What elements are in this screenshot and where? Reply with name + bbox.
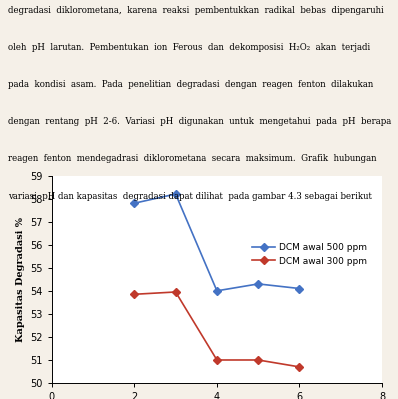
DCM awal 300 ppm	[173, 290, 178, 294]
DCM awal 500 ppm	[132, 201, 137, 205]
Text: pada  kondisi  asam.  Pada  penelitian  degradasi  dengan  reagen  fenton  dilak: pada kondisi asam. Pada penelitian degra…	[8, 80, 373, 89]
Legend: DCM awal 500 ppm, DCM awal 300 ppm: DCM awal 500 ppm, DCM awal 300 ppm	[249, 239, 371, 269]
Text: variasi  pH dan kapasitas  degradasi dapat dilihat  pada gambar 4.3 sebagai beri: variasi pH dan kapasitas degradasi dapat…	[8, 192, 372, 201]
Line: DCM awal 500 ppm: DCM awal 500 ppm	[132, 191, 302, 294]
DCM awal 300 ppm	[215, 358, 219, 362]
DCM awal 300 ppm	[132, 292, 137, 297]
Text: degradasi  diklorometana,  karena  reaksi  pembentukkan  radikal  bebas  dipenga: degradasi diklorometana, karena reaksi p…	[8, 6, 384, 15]
DCM awal 500 ppm	[215, 288, 219, 293]
DCM awal 300 ppm	[297, 365, 302, 369]
Y-axis label: Kapasitas Degradasi %: Kapasitas Degradasi %	[16, 217, 25, 342]
DCM awal 500 ppm	[173, 192, 178, 196]
Text: oleh  pH  larutan.  Pembentukan  ion  Ferous  dan  dekomposisi  H₂O₂  akan  terj: oleh pH larutan. Pembentukan ion Ferous …	[8, 43, 370, 52]
DCM awal 500 ppm	[256, 282, 261, 286]
Line: DCM awal 300 ppm: DCM awal 300 ppm	[132, 289, 302, 370]
Text: reagen  fenton  mendegadrasi  diklorometana  secara  maksimum.  Grafik  hubungan: reagen fenton mendegadrasi diklorometana…	[8, 154, 377, 164]
DCM awal 300 ppm	[256, 358, 261, 362]
DCM awal 500 ppm	[297, 286, 302, 291]
Text: dengan  rentang  pH  2-6.  Variasi  pH  digunakan  untuk  mengetahui  pada  pH  : dengan rentang pH 2-6. Variasi pH diguna…	[8, 117, 391, 126]
